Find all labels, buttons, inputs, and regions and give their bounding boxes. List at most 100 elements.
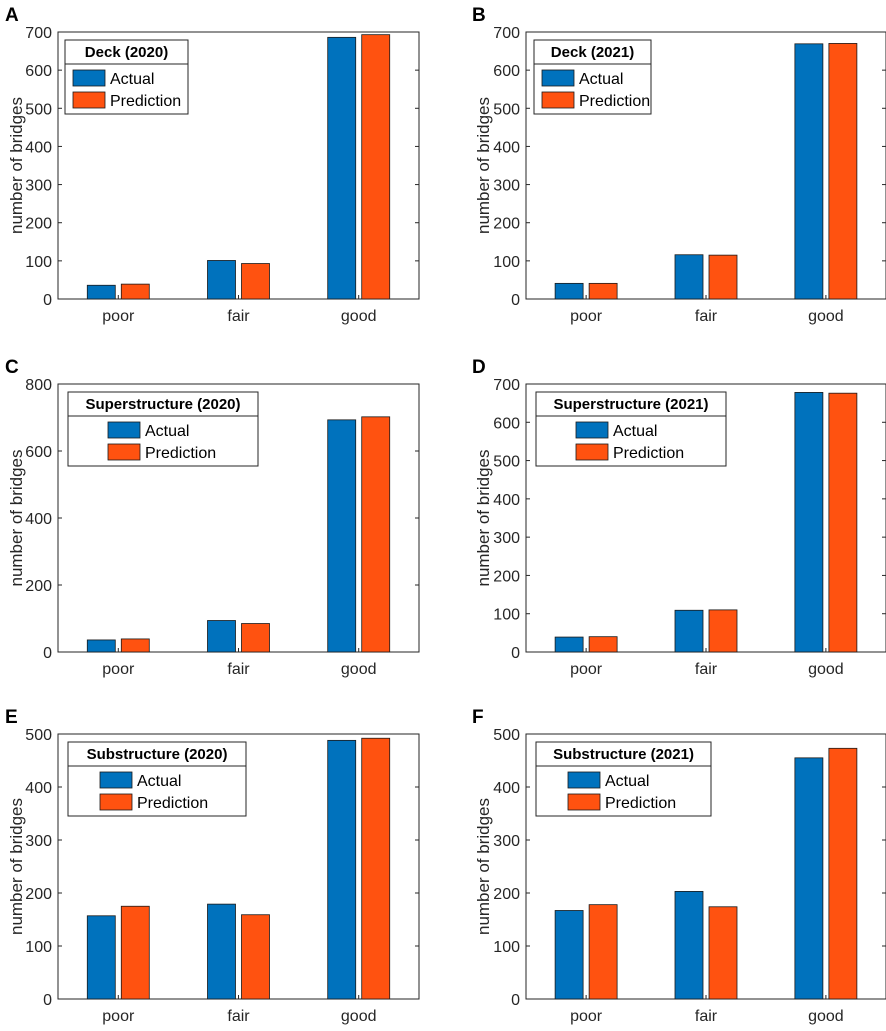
legend-swatch-actual bbox=[72, 69, 106, 87]
y-tick-label: 300 bbox=[493, 833, 520, 850]
y-tick-label: 100 bbox=[25, 939, 52, 956]
bar-prediction-good bbox=[828, 43, 858, 300]
legend-title: Substructure (2021) bbox=[553, 746, 694, 763]
legend-swatch-prediction bbox=[541, 91, 575, 109]
bar-prediction-fair bbox=[241, 263, 270, 300]
bar-prediction-good bbox=[828, 747, 858, 1000]
y-tick-label: 700 bbox=[493, 377, 520, 394]
y-tick-label: 200 bbox=[493, 216, 520, 233]
bar-actual-good bbox=[327, 36, 357, 300]
bar-actual-fair bbox=[207, 620, 236, 653]
legend-swatch-prediction bbox=[575, 443, 609, 461]
x-tick-label: fair bbox=[227, 1008, 250, 1025]
y-axis-label: number of bridges bbox=[474, 449, 493, 586]
legend-entry-prediction: Prediction bbox=[605, 795, 676, 812]
x-tick-label: good bbox=[808, 661, 844, 678]
legend-box bbox=[535, 741, 712, 817]
x-tick-label: fair bbox=[227, 661, 250, 678]
y-tick-label: 600 bbox=[25, 444, 52, 461]
bar-actual-good bbox=[327, 739, 357, 1000]
bar-prediction-good bbox=[361, 416, 391, 653]
y-tick-label: 100 bbox=[25, 254, 52, 271]
bar-actual-poor bbox=[86, 915, 116, 1000]
y-tick-label: 0 bbox=[511, 992, 520, 1009]
legend-box bbox=[67, 741, 247, 817]
x-tick-label: good bbox=[341, 661, 377, 678]
bar-actual-fair bbox=[674, 609, 704, 653]
y-tick-label: 300 bbox=[25, 178, 52, 195]
y-tick-label: 200 bbox=[25, 578, 52, 595]
y-tick-label: 500 bbox=[493, 454, 520, 471]
y-tick-label: 100 bbox=[493, 254, 520, 271]
chart-panel-a: A 0 100 200 300 400 500 600 700 number of bridges… bbox=[5, 5, 420, 325]
bar-prediction-poor bbox=[120, 638, 150, 653]
x-tick-label: fair bbox=[227, 308, 250, 325]
legend-swatch-prediction bbox=[107, 443, 141, 461]
bar-prediction-good bbox=[361, 737, 391, 1000]
y-tick-label: 200 bbox=[25, 216, 52, 233]
y-tick-label: 0 bbox=[511, 645, 520, 662]
bar-actual-fair bbox=[674, 254, 704, 300]
panel-label: C bbox=[5, 357, 19, 378]
bar-prediction-poor bbox=[120, 905, 150, 1000]
bar-prediction-fair bbox=[241, 914, 270, 1000]
legend-entry-prediction: Prediction bbox=[579, 93, 650, 110]
legend-title: Deck (2020) bbox=[85, 44, 168, 61]
x-tick-label: poor bbox=[570, 1008, 603, 1025]
legend-swatch-prediction bbox=[72, 91, 106, 109]
y-tick-label: 100 bbox=[493, 607, 520, 624]
legend-entry-actual: Actual bbox=[605, 773, 649, 790]
legend-box bbox=[67, 391, 259, 467]
bar-prediction-good bbox=[828, 392, 858, 653]
x-tick-label: good bbox=[808, 308, 844, 325]
x-tick-label: good bbox=[341, 308, 377, 325]
bar-prediction-fair bbox=[708, 609, 738, 653]
y-tick-label: 800 bbox=[25, 377, 52, 394]
legend-swatch-actual bbox=[575, 421, 609, 439]
chart-panel-b: B 0 100 200 300 400 500 600 700 number of bridges… bbox=[472, 5, 886, 325]
bar-prediction-fair bbox=[708, 906, 738, 1000]
bar-actual-fair bbox=[674, 891, 704, 1000]
panel-label: F bbox=[472, 707, 484, 728]
y-axis-label: number of bridges bbox=[7, 97, 26, 234]
panel-label: A bbox=[5, 5, 19, 26]
y-axis-label: number of bridges bbox=[474, 97, 493, 234]
bar-actual-good bbox=[327, 419, 357, 653]
x-tick-label: poor bbox=[570, 308, 603, 325]
y-tick-label: 0 bbox=[43, 292, 52, 309]
bar-prediction-good bbox=[361, 34, 391, 300]
legend-entry-actual: Actual bbox=[613, 423, 657, 440]
bar-actual-fair bbox=[207, 903, 236, 1000]
legend-title: Superstructure (2021) bbox=[553, 396, 708, 413]
x-tick-label: poor bbox=[102, 1008, 135, 1025]
legend-swatch-actual bbox=[567, 771, 601, 789]
y-axis-label: number of bridges bbox=[7, 449, 26, 586]
legend-entry-actual: Actual bbox=[579, 71, 623, 88]
x-tick-label: poor bbox=[570, 661, 603, 678]
y-tick-label: 400 bbox=[493, 139, 520, 156]
bar-actual-fair bbox=[207, 260, 236, 300]
y-tick-label: 300 bbox=[493, 530, 520, 547]
legend-title: Substructure (2020) bbox=[87, 746, 228, 763]
bar-actual-poor bbox=[86, 284, 116, 300]
chart-panel-e: E 0 100 200 300 400 500 number of bridges poor fa… bbox=[5, 707, 420, 1025]
legend-entry-actual: Actual bbox=[137, 773, 181, 790]
y-tick-label: 600 bbox=[25, 63, 52, 80]
legend-title: Deck (2021) bbox=[551, 44, 634, 61]
x-tick-label: fair bbox=[695, 661, 718, 678]
y-tick-label: 400 bbox=[25, 780, 52, 797]
y-tick-label: 500 bbox=[493, 101, 520, 118]
chart-panel-c: C 0 200 400 600 800 number of bridges poor fair g… bbox=[5, 357, 420, 678]
bar-prediction-poor bbox=[588, 904, 618, 1000]
bar-prediction-fair bbox=[708, 254, 738, 300]
y-tick-label: 200 bbox=[25, 886, 52, 903]
bar-actual-good bbox=[794, 43, 824, 300]
bar-actual-poor bbox=[554, 910, 584, 1000]
bar-prediction-poor bbox=[588, 282, 618, 300]
x-tick-label: good bbox=[341, 1008, 377, 1025]
bar-actual-poor bbox=[86, 639, 116, 653]
x-tick-label: good bbox=[808, 1008, 844, 1025]
legend-swatch-actual bbox=[99, 771, 133, 789]
y-tick-label: 500 bbox=[25, 101, 52, 118]
